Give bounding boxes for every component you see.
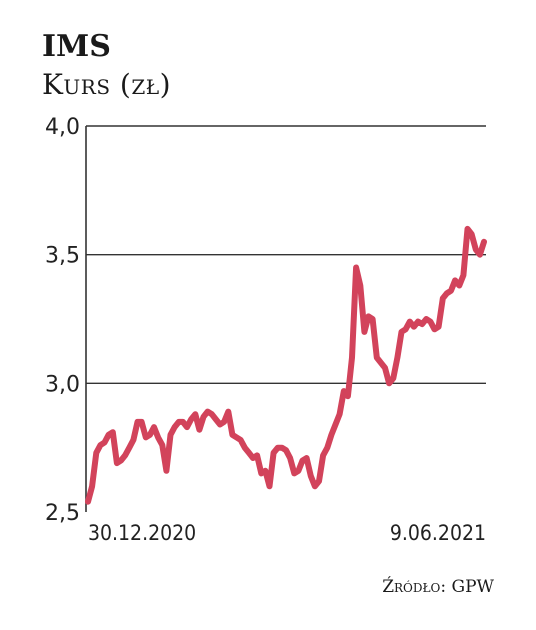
y-axis-ticks: 4,0 3,5 3,0 2,5	[45, 115, 80, 526]
x-tick-label-end: 9.06.2021	[390, 521, 486, 545]
chart-subtitle: Kurs (zł)	[42, 68, 171, 101]
source-note: Źródło: GPW	[382, 576, 494, 597]
gridlines	[86, 125, 486, 385]
y-tick-label: 4,0	[45, 115, 80, 140]
y-tick-label: 2,5	[45, 501, 80, 526]
series-line	[85, 225, 487, 505]
y-tick-label: 3,0	[45, 372, 80, 397]
y-tick-label: 3,5	[45, 244, 80, 269]
x-tick-label-start: 30.12.2020	[88, 521, 196, 545]
chart-title: IMS	[42, 29, 111, 64]
